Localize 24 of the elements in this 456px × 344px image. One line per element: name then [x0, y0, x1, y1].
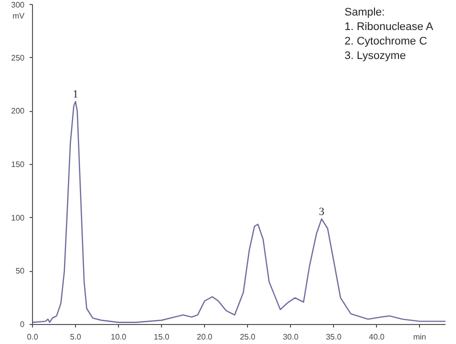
annotation: 3. Lysozyme: [344, 50, 406, 62]
x-tick-label: 35.0: [326, 332, 342, 342]
annotation: Sample:: [344, 6, 385, 18]
x-tick-label: 20.0: [196, 332, 213, 342]
y-axis-title: mV: [12, 11, 26, 20]
x-tick-label: 10.0: [110, 332, 127, 342]
y-tick-label: 0: [20, 320, 26, 329]
y-tick-label: 50: [16, 266, 26, 276]
y-tick-label: 300: [11, 0, 26, 10]
x-tick-label: 0.0: [26, 332, 39, 342]
x-tick-label: 40.0: [368, 332, 386, 342]
y-tick-label: 100: [11, 213, 26, 222]
annotation: 2. Cytochrome C: [344, 36, 428, 48]
annotation: 1. Ribonuclease A: [344, 21, 434, 33]
y-tick-label: 250: [11, 53, 26, 62]
x-tick-label: 30.0: [282, 332, 299, 342]
y-tick-label: 200: [11, 106, 26, 116]
x-tick-label: 15.0: [154, 332, 170, 342]
x-tick-label: 25.0: [240, 332, 256, 342]
annotation: 3: [318, 206, 325, 218]
y-tick-label: 150: [11, 160, 26, 169]
x-tick-label: 5.0: [70, 332, 82, 342]
annotation: 1: [72, 88, 78, 101]
x-tick-label: min: [413, 332, 426, 342]
